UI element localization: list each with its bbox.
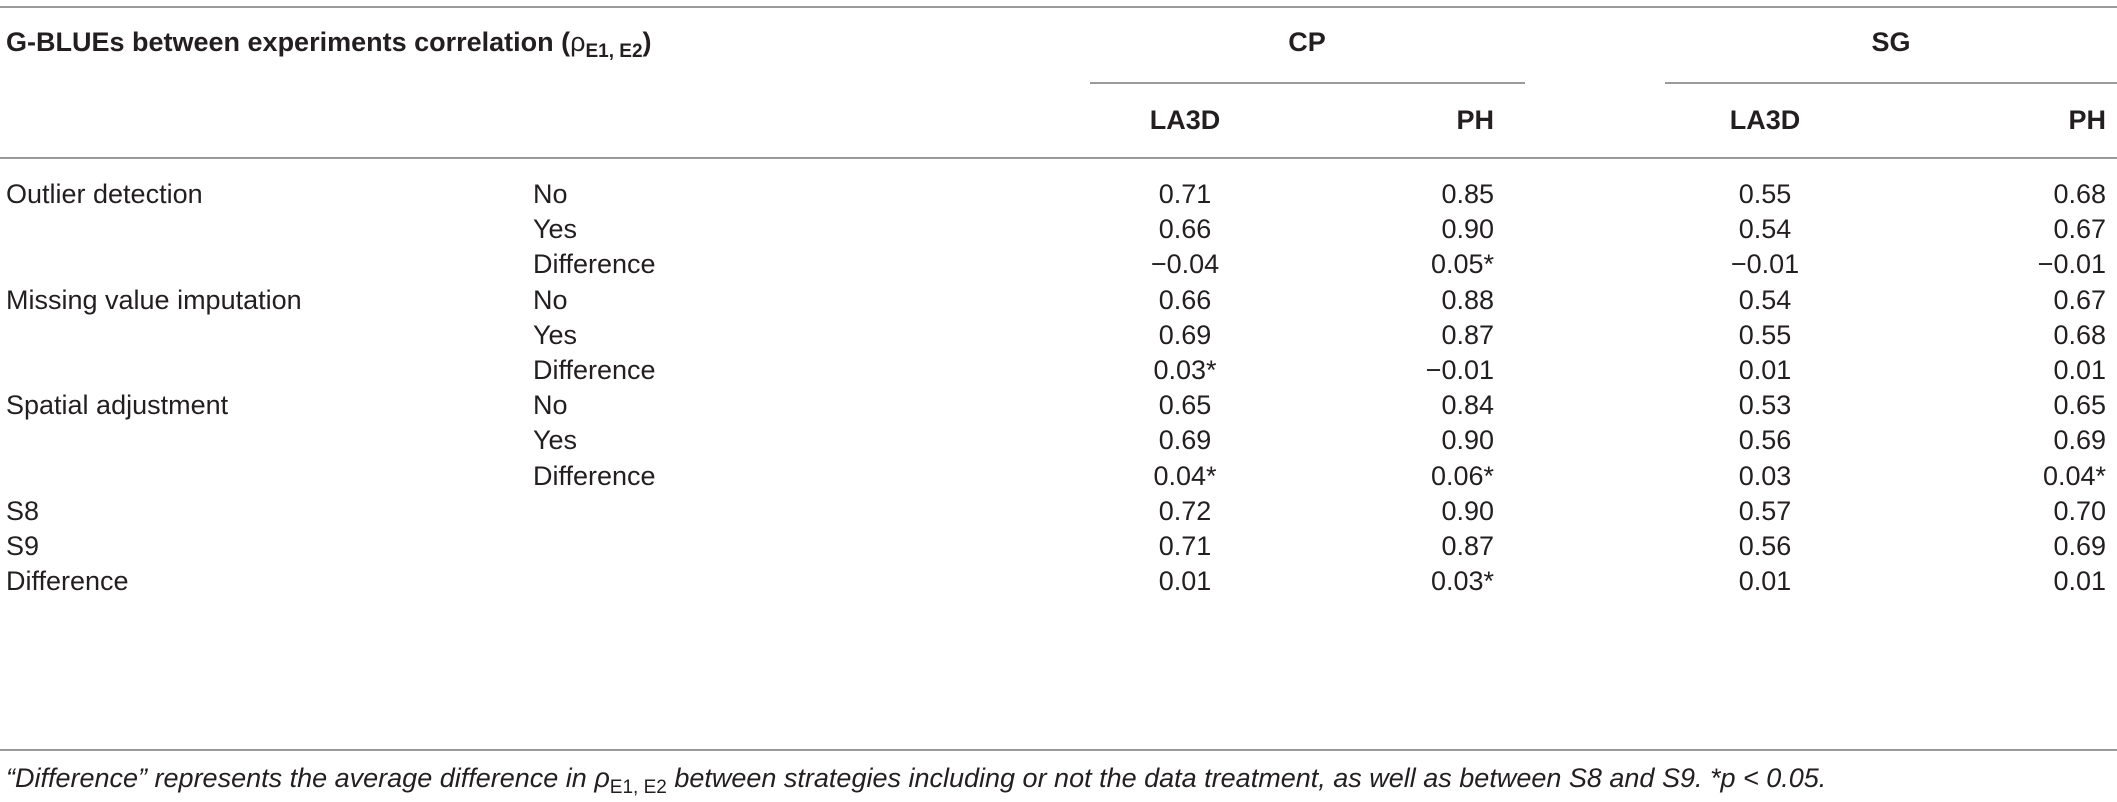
row-label: Difference: [6, 566, 129, 596]
cell-cp-ph: 0.87: [1441, 531, 1494, 561]
cell-cp-la3d: 0.66: [1158, 214, 1212, 244]
cell-cp-la3d: 0.03*: [1153, 355, 1217, 385]
cell-sg-la3d: 0.53: [1738, 390, 1792, 420]
col-header-sg-ph: PH: [2068, 105, 2106, 135]
cell-sg-la3d: 0.03: [1738, 461, 1792, 491]
cell-sg-la3d: 0.57: [1738, 496, 1792, 526]
table-title-text: G-BLUEs between experiments correlation …: [6, 27, 571, 57]
footnote-rho-subscript: E1, E2: [609, 777, 667, 798]
row-label: Spatial adjustment: [6, 390, 229, 420]
cell-sg-ph: 0.70: [2053, 496, 2106, 526]
row-sublabel: Yes: [533, 214, 578, 244]
table-title: G-BLUEs between experiments correlation …: [6, 26, 652, 62]
cell-cp-ph: 0.90: [1441, 425, 1494, 455]
cell-cp-la3d: −0.04: [1150, 249, 1220, 279]
cell-cp-la3d: 0.01: [1158, 566, 1212, 596]
row-sublabel: Difference: [533, 249, 656, 279]
cell-sg-la3d: 0.56: [1738, 425, 1792, 455]
col-header-cp-la3d: LA3D: [1149, 105, 1221, 135]
cell-cp-la3d: 0.04*: [1153, 461, 1217, 491]
group-header-cp: CP: [1288, 27, 1326, 57]
table-title-close: ): [642, 27, 652, 57]
cell-cp-la3d: 0.71: [1158, 179, 1212, 209]
cell-sg-ph: 0.01: [2053, 566, 2106, 596]
footnote-text-start: “Difference” represents the average diff…: [6, 763, 595, 793]
row-sublabel: Yes: [533, 425, 578, 455]
table-title-rho-subscript: E1, E2: [585, 41, 643, 62]
col-header-cp-ph: PH: [1456, 105, 1494, 135]
cell-sg-ph: 0.67: [2053, 285, 2106, 315]
cell-cp-ph: 0.03*: [1430, 566, 1494, 596]
row-label: S9: [6, 531, 40, 561]
cell-cp-ph: 0.85: [1441, 179, 1494, 209]
cell-sg-ph: 0.04*: [2042, 461, 2106, 491]
cell-sg-ph: 0.67: [2053, 214, 2106, 244]
row-label: Outlier detection: [6, 179, 203, 209]
cell-sg-la3d: 0.01: [1738, 355, 1792, 385]
cell-sg-ph: 0.01: [2053, 355, 2106, 385]
cell-cp-ph: 0.06*: [1430, 461, 1494, 491]
row-sublabel: No: [533, 179, 568, 209]
row-label: S8: [6, 496, 40, 526]
sg-group-rule: [1665, 82, 2117, 84]
table-bottom-rule: [0, 749, 2117, 751]
cell-sg-ph: 0.68: [2053, 320, 2106, 350]
cell-sg-la3d: 0.01: [1738, 566, 1792, 596]
cell-cp-ph: 0.05*: [1430, 249, 1494, 279]
cell-cp-ph: 0.87: [1441, 320, 1494, 350]
cell-sg-la3d: −0.01: [1730, 249, 1800, 279]
cell-cp-ph: 0.84: [1441, 390, 1494, 420]
cell-sg-la3d: 0.54: [1738, 214, 1792, 244]
cell-sg-ph: 0.65: [2053, 390, 2106, 420]
cell-cp-la3d: 0.69: [1158, 320, 1212, 350]
cell-sg-ph: −0.01: [2037, 249, 2106, 279]
cell-cp-la3d: 0.71: [1158, 531, 1212, 561]
cell-sg-ph: 0.68: [2053, 179, 2106, 209]
row-sublabel: Difference: [533, 355, 656, 385]
row-sublabel: Yes: [533, 320, 578, 350]
table-footnote: “Difference” represents the average diff…: [6, 762, 1826, 798]
cell-sg-la3d: 0.55: [1738, 179, 1792, 209]
row-sublabel: Difference: [533, 461, 656, 491]
row-sublabel: No: [533, 285, 568, 315]
cell-cp-ph: 0.88: [1441, 285, 1494, 315]
cell-cp-la3d: 0.72: [1158, 496, 1212, 526]
table-title-rho: ρ: [570, 27, 586, 57]
top-rule: [0, 6, 2117, 8]
cell-sg-ph: 0.69: [2053, 425, 2106, 455]
group-header-sg: SG: [1871, 27, 1911, 57]
cell-sg-la3d: 0.55: [1738, 320, 1792, 350]
row-sublabel: No: [533, 390, 568, 420]
cp-group-rule: [1090, 82, 1525, 84]
cell-cp-la3d: 0.65: [1158, 390, 1212, 420]
header-bottom-rule: [0, 157, 2117, 159]
cell-cp-la3d: 0.66: [1158, 285, 1212, 315]
cell-sg-ph: 0.69: [2053, 531, 2106, 561]
cell-cp-ph: 0.90: [1441, 496, 1494, 526]
cell-cp-ph: −0.01: [1425, 355, 1494, 385]
col-header-sg-la3d: LA3D: [1729, 105, 1801, 135]
cell-sg-la3d: 0.54: [1738, 285, 1792, 315]
footnote-rho: ρ: [594, 763, 610, 793]
cell-sg-la3d: 0.56: [1738, 531, 1792, 561]
cell-cp-la3d: 0.69: [1158, 425, 1212, 455]
cell-cp-ph: 0.90: [1441, 214, 1494, 244]
footnote-text-end: between strategies including or not the …: [666, 763, 1827, 793]
row-label: Missing value imputation: [6, 285, 302, 315]
